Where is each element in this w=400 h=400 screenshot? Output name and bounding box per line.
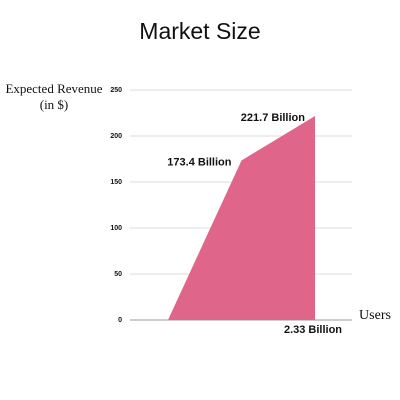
y-tick-label: 100 bbox=[110, 225, 122, 232]
y-tick-label: 250 bbox=[110, 87, 122, 94]
annotation: 2.33 Billion bbox=[284, 324, 342, 336]
y-axis-label: (in $) bbox=[40, 97, 69, 112]
chart-title: Market Size bbox=[139, 18, 260, 44]
x-axis-label: Users bbox=[359, 308, 391, 323]
y-tick-label: 50 bbox=[114, 271, 122, 278]
data-label: 221.7 Billion bbox=[241, 112, 305, 124]
area bbox=[168, 116, 315, 320]
y-axis-label: Expected Revenue bbox=[5, 81, 102, 96]
data-label: 173.4 Billion bbox=[167, 156, 231, 168]
y-tick-label: 0 bbox=[118, 317, 122, 324]
y-tick-label: 200 bbox=[110, 133, 122, 140]
y-tick-label: 150 bbox=[110, 179, 122, 186]
